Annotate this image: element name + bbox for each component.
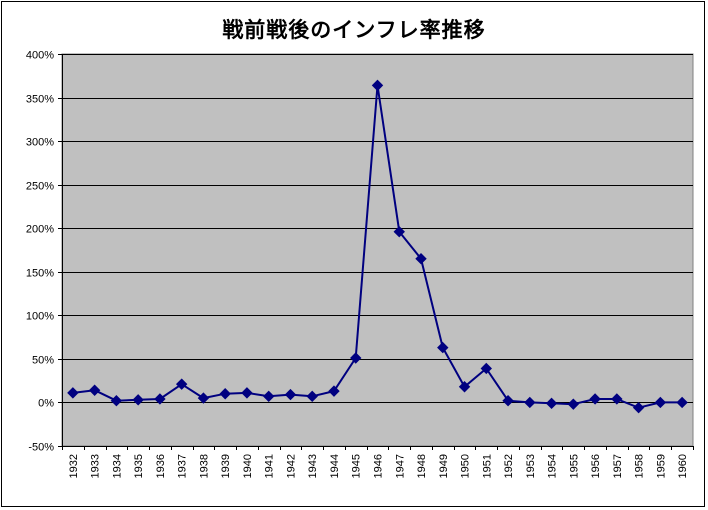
data-point-1934: [110, 394, 123, 407]
x-tick-label-28: 1960: [677, 454, 689, 478]
data-point-1936: [154, 393, 166, 405]
x-tick-label-13: 1945: [351, 454, 363, 478]
data-point-1952: [502, 394, 514, 407]
data-point-1956: [589, 393, 601, 405]
data-point-1946: [371, 79, 384, 92]
x-tick-label-10: 1942: [285, 454, 297, 478]
x-tick-label-27: 1959: [655, 454, 667, 478]
data-point-1954: [545, 397, 558, 410]
data-point-1942: [284, 388, 297, 401]
x-tick-label-21: 1953: [525, 454, 537, 478]
data-point-1953: [524, 396, 536, 409]
x-tick-label-19: 1951: [481, 454, 493, 478]
data-point-1960: [676, 396, 688, 409]
y-tick-label-0: -50%: [28, 442, 54, 454]
data-point-1949: [437, 341, 449, 354]
x-tick-label-7: 1939: [220, 454, 232, 478]
chart-title: 戦前戦後のインフレ率推移: [222, 18, 486, 42]
data-point-1950: [458, 381, 471, 393]
x-tick-label-12: 1944: [329, 454, 341, 478]
x-tick-label-20: 1952: [503, 454, 515, 478]
x-tick-label-6: 1938: [198, 454, 210, 478]
data-point-1939: [219, 388, 231, 400]
x-tick-label-3: 1935: [133, 454, 145, 478]
x-tick-label-24: 1956: [590, 454, 602, 478]
data-point-1933: [88, 384, 101, 396]
y-tick-label-6: 250%: [26, 181, 54, 193]
x-tick-label-26: 1958: [634, 454, 646, 478]
data-point-1943: [306, 390, 318, 403]
data-point-1955: [567, 398, 580, 410]
x-tick-label-18: 1950: [460, 454, 472, 478]
data-point-1935: [132, 394, 144, 406]
data-point-1940: [241, 387, 253, 399]
y-tick-label-3: 100%: [26, 311, 54, 323]
x-tick-label-9: 1941: [264, 454, 276, 478]
data-point-1944: [328, 385, 340, 397]
data-point-1957: [611, 393, 623, 405]
data-point-1937: [175, 378, 188, 390]
data-point-1938: [197, 392, 210, 404]
x-tick-label-15: 1947: [394, 454, 406, 478]
x-tick-label-5: 1937: [177, 454, 189, 478]
data-point-1947: [393, 225, 405, 238]
data-point-1932: [67, 387, 79, 399]
y-tick-label-5: 200%: [26, 224, 54, 236]
data-point-1959: [654, 396, 667, 409]
x-tick-label-16: 1948: [416, 454, 428, 478]
x-tick-label-17: 1949: [438, 454, 450, 478]
x-tick-label-23: 1955: [568, 454, 580, 478]
data-point-1945: [350, 352, 362, 364]
x-tick-label-14: 1946: [373, 454, 385, 478]
plot-background: [61, 53, 694, 447]
x-tick-label-0: 1932: [68, 454, 80, 478]
y-tick-label-7: 300%: [26, 137, 54, 149]
x-tick-label-11: 1943: [307, 454, 319, 478]
data-point-1951: [480, 362, 493, 375]
y-tick-label-2: 50%: [32, 355, 54, 367]
data-point-1948: [415, 253, 427, 265]
y-tick-label-9: 400%: [26, 50, 54, 62]
y-tick-label-8: 350%: [26, 94, 54, 106]
x-tick-label-22: 1954: [547, 454, 559, 478]
y-tick-label-1: 0%: [38, 398, 54, 410]
x-tick-label-1: 1933: [90, 454, 102, 478]
y-tick-label-4: 150%: [26, 268, 54, 280]
x-tick-label-2: 1934: [111, 454, 123, 478]
data-point-1941: [262, 390, 275, 403]
x-tick-label-8: 1940: [242, 454, 254, 478]
x-tick-label-25: 1957: [612, 454, 624, 478]
x-tick-label-4: 1936: [155, 454, 167, 478]
data-point-1958: [632, 401, 645, 414]
